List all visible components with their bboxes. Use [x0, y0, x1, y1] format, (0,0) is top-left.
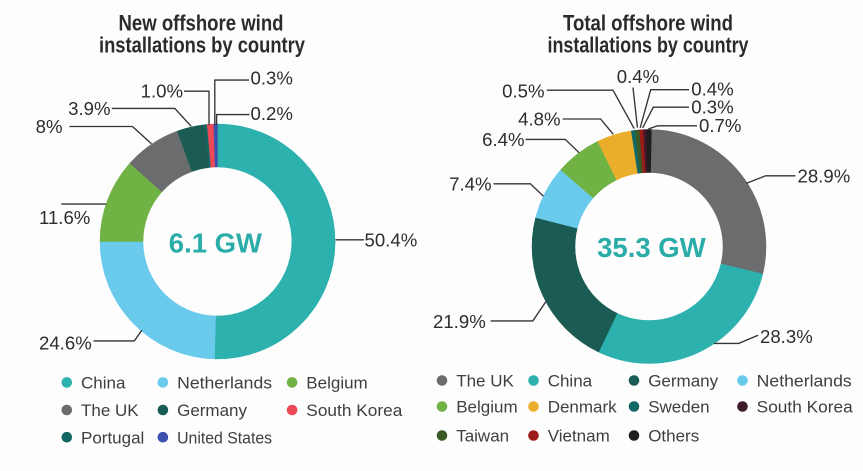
svg-text:Taiwan: Taiwan [456, 427, 509, 446]
svg-text:0.3%: 0.3% [251, 68, 293, 89]
svg-text:3.9%: 3.9% [68, 98, 110, 119]
svg-text:0.2%: 0.2% [251, 103, 293, 124]
svg-text:Germany: Germany [648, 372, 718, 391]
svg-text:Sweden: Sweden [648, 398, 709, 417]
svg-text:Germany: Germany [177, 401, 247, 420]
svg-text:35.3 GW: 35.3 GW [597, 232, 706, 263]
svg-text:50.4%: 50.4% [365, 229, 418, 250]
svg-text:28.3%: 28.3% [760, 326, 813, 347]
svg-text:The UK: The UK [456, 372, 514, 391]
svg-text:United States: United States [177, 428, 272, 447]
svg-text:South Korea: South Korea [306, 401, 403, 420]
svg-text:6.4%: 6.4% [482, 129, 524, 150]
svg-text:Denmark: Denmark [548, 398, 617, 417]
svg-text:installations by country: installations by country [548, 33, 750, 58]
svg-text:7.4%: 7.4% [449, 173, 491, 194]
svg-text:6.1 GW: 6.1 GW [169, 227, 262, 258]
svg-text:Netherlands: Netherlands [177, 374, 272, 393]
svg-text:Vietnam: Vietnam [548, 427, 610, 446]
svg-text:Belgium: Belgium [456, 398, 517, 417]
svg-text:21.9%: 21.9% [433, 311, 486, 332]
svg-text:Netherlands: Netherlands [757, 372, 852, 391]
svg-text:New offshore wind: New offshore wind [119, 10, 284, 35]
svg-text:0.4%: 0.4% [617, 66, 659, 87]
svg-text:China: China [81, 374, 126, 393]
svg-text:Portugal: Portugal [81, 428, 144, 447]
svg-text:4.8%: 4.8% [518, 109, 560, 130]
svg-text:Total offshore wind: Total offshore wind [563, 10, 733, 35]
svg-text:0.3%: 0.3% [691, 97, 733, 118]
svg-text:Others: Others [648, 427, 699, 446]
svg-text:24.6%: 24.6% [39, 332, 92, 353]
svg-text:1.0%: 1.0% [141, 81, 183, 102]
svg-text:0.7%: 0.7% [699, 115, 741, 136]
svg-text:Belgium: Belgium [306, 374, 367, 393]
svg-text:South Korea: South Korea [757, 398, 854, 417]
svg-text:installations by country: installations by country [99, 33, 306, 58]
svg-text:0.4%: 0.4% [691, 79, 733, 100]
svg-text:28.9%: 28.9% [798, 165, 851, 186]
svg-text:China: China [548, 372, 593, 391]
svg-text:The UK: The UK [81, 401, 139, 420]
svg-text:0.5%: 0.5% [502, 81, 544, 102]
svg-text:11.6%: 11.6% [39, 207, 90, 228]
svg-text:8%: 8% [36, 116, 63, 137]
